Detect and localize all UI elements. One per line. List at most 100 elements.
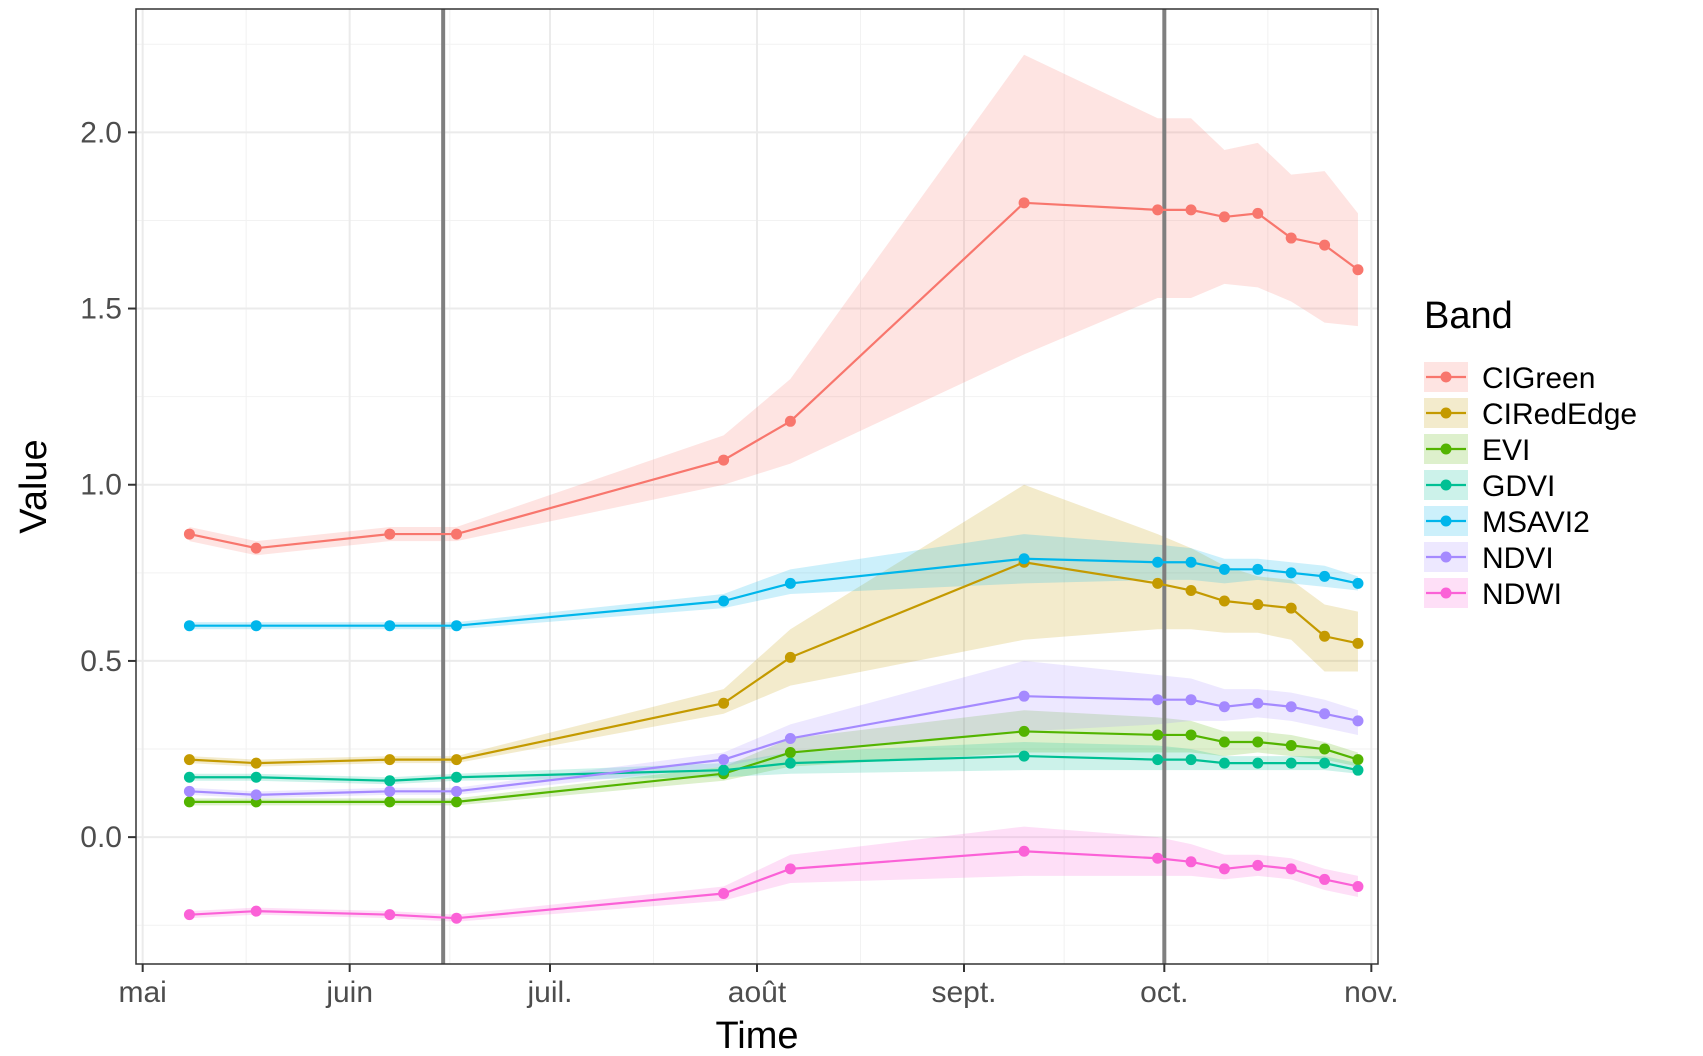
legend-label-CIRedEdge: CIRedEdge bbox=[1482, 398, 1637, 431]
data-point-MSAVI2 bbox=[1319, 570, 1331, 582]
data-point-NDWI bbox=[1285, 863, 1297, 875]
legend-point-MSAVI2 bbox=[1440, 515, 1452, 527]
data-point-GDVI bbox=[1252, 757, 1264, 769]
data-point-MSAVI2 bbox=[1285, 567, 1297, 579]
data-point-NDVI bbox=[183, 785, 195, 797]
data-point-GDVI bbox=[1185, 754, 1197, 766]
data-point-MSAVI2 bbox=[183, 620, 195, 632]
reference-lines bbox=[441, 9, 1167, 964]
data-point-GDVI bbox=[451, 771, 463, 783]
data-point-MSAVI2 bbox=[718, 595, 730, 607]
data-point-NDWI bbox=[1319, 873, 1331, 885]
data-point-GDVI bbox=[784, 757, 796, 769]
series-line-NDWI bbox=[189, 850, 1359, 920]
data-point-CIRedEdge bbox=[1152, 577, 1164, 589]
ribbon-CIGreen bbox=[189, 54, 1358, 556]
data-point-NDVI bbox=[451, 785, 463, 797]
data-point-CIRedEdge bbox=[1185, 584, 1197, 596]
data-point-NDWI bbox=[1185, 856, 1197, 868]
data-point-NDVI bbox=[784, 732, 796, 744]
data-point-CIGreen bbox=[1152, 204, 1164, 216]
legend-label-MSAVI2: MSAVI2 bbox=[1482, 506, 1590, 539]
data-point-NDVI bbox=[1352, 715, 1364, 727]
data-point-MSAVI2 bbox=[1352, 577, 1364, 589]
legend-title: Band bbox=[1424, 295, 1513, 337]
data-point-CIRedEdge bbox=[1285, 602, 1297, 614]
data-point-GDVI bbox=[1352, 764, 1364, 776]
data-point-NDVI bbox=[384, 785, 396, 797]
y-tick-label: 2.0 bbox=[80, 116, 122, 149]
x-tick-label: oct. bbox=[1140, 976, 1188, 1009]
data-point-NDWI bbox=[451, 912, 463, 924]
y-tick-label: 1.0 bbox=[80, 469, 122, 502]
data-point-CIRedEdge bbox=[1352, 637, 1364, 649]
data-point-GDVI bbox=[1018, 750, 1030, 762]
data-point-CIGreen bbox=[718, 454, 730, 466]
data-point-MSAVI2 bbox=[384, 620, 396, 632]
series-line-CIRedEdge bbox=[189, 561, 1359, 765]
data-point-CIGreen bbox=[1285, 232, 1297, 244]
data-point-EVI bbox=[1252, 736, 1264, 748]
data-point-EVI bbox=[451, 796, 463, 808]
data-point-EVI bbox=[1185, 729, 1197, 741]
data-point-MSAVI2 bbox=[784, 577, 796, 589]
data-point-NDVI bbox=[1185, 694, 1197, 706]
data-point-GDVI bbox=[250, 771, 262, 783]
data-point-GDVI bbox=[1152, 754, 1164, 766]
x-tick-label: nov. bbox=[1344, 976, 1398, 1009]
x-axis-title: Time bbox=[715, 1015, 798, 1056]
legend-label-NDWI: NDWI bbox=[1482, 578, 1562, 611]
data-point-NDVI bbox=[1252, 697, 1264, 709]
data-point-NDWI bbox=[784, 863, 796, 875]
x-tick-label: août bbox=[728, 976, 787, 1009]
legend-label-GDVI: GDVI bbox=[1482, 470, 1555, 503]
data-point-EVI bbox=[1152, 729, 1164, 741]
major-gridlines bbox=[136, 9, 1378, 964]
data-point-EVI bbox=[183, 796, 195, 808]
data-point-NDVI bbox=[1018, 690, 1030, 702]
data-point-NDWI bbox=[183, 909, 195, 921]
data-point-NDWI bbox=[1252, 859, 1264, 871]
data-point-CIRedEdge bbox=[784, 651, 796, 663]
data-point-CIGreen bbox=[1352, 264, 1364, 276]
x-tick-label: sept. bbox=[931, 976, 996, 1009]
y-tick-label: 0.5 bbox=[80, 645, 122, 678]
data-point-EVI bbox=[1018, 725, 1030, 737]
data-point-CIRedEdge bbox=[1218, 595, 1230, 607]
ribbon-NDVI bbox=[189, 660, 1358, 799]
ribbon-CIRedEdge bbox=[189, 484, 1358, 767]
data-point-CIRedEdge bbox=[1319, 630, 1331, 642]
data-point-NDVI bbox=[250, 789, 262, 801]
legend-label-CIGreen: CIGreen bbox=[1482, 362, 1595, 395]
series-lines bbox=[189, 201, 1359, 920]
legend-point-NDWI bbox=[1440, 587, 1452, 599]
data-point-NDWI bbox=[1218, 863, 1230, 875]
legend: Band CIGreenCIRedEdgeEVIGDVIMSAVI2NDVIND… bbox=[1424, 295, 1637, 611]
data-point-NDWI bbox=[1352, 880, 1364, 892]
data-point-CIGreen bbox=[1218, 211, 1230, 223]
legend-label-EVI: EVI bbox=[1482, 434, 1530, 467]
data-point-MSAVI2 bbox=[1252, 563, 1264, 575]
data-point-GDVI bbox=[384, 775, 396, 787]
data-point-NDVI bbox=[718, 754, 730, 766]
series-line-GDVI bbox=[189, 754, 1359, 782]
data-point-MSAVI2 bbox=[1152, 556, 1164, 568]
legend-point-CIGreen bbox=[1440, 371, 1452, 383]
data-point-CIGreen bbox=[1185, 204, 1197, 216]
data-point-GDVI bbox=[1218, 757, 1230, 769]
y-tick-label: 0.0 bbox=[80, 821, 122, 854]
legend-label-NDVI: NDVI bbox=[1482, 542, 1554, 575]
data-point-GDVI bbox=[1285, 757, 1297, 769]
series-line-MSAVI2 bbox=[189, 557, 1359, 627]
data-point-NDWI bbox=[250, 905, 262, 917]
series-line-NDVI bbox=[189, 695, 1359, 796]
legend-point-CIRedEdge bbox=[1440, 407, 1452, 419]
data-point-EVI bbox=[384, 796, 396, 808]
ribbon-MSAVI2 bbox=[189, 534, 1358, 630]
data-point-EVI bbox=[784, 747, 796, 759]
data-point-CIRedEdge bbox=[250, 757, 262, 769]
data-point-MSAVI2 bbox=[1018, 553, 1030, 565]
data-point-NDWI bbox=[1018, 845, 1030, 857]
series-points bbox=[183, 197, 1364, 924]
